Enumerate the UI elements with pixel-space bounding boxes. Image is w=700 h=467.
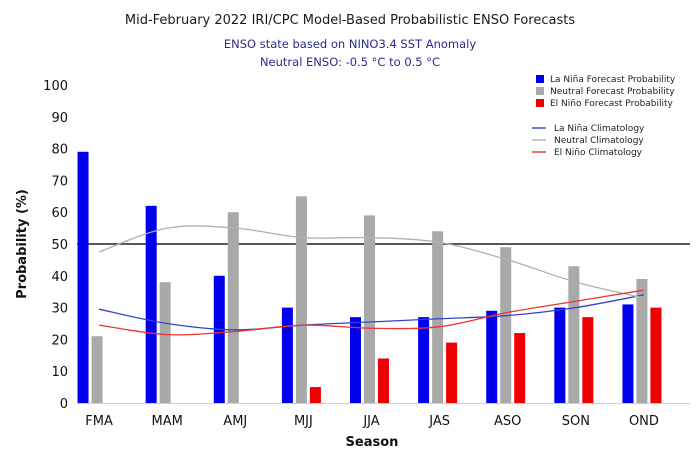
bar-el-nino (650, 307, 662, 403)
x-tick-label: OND (629, 414, 659, 429)
bar-la-nina (486, 310, 498, 403)
x-tick-label: SON (562, 414, 590, 429)
bar-la-nina (77, 151, 89, 403)
x-tick-label: JAS (428, 414, 450, 429)
bar-neutral (295, 196, 307, 403)
bar-la-nina (281, 307, 293, 403)
bar-el-nino (378, 358, 389, 403)
bar-el-nino (582, 317, 594, 403)
y-tick-label: 40 (51, 270, 68, 285)
chart-subtitle-line-2: Neutral ENSO: -0.5 °C to 0.5 °C (260, 55, 440, 69)
y-tick-label: 70 (51, 174, 68, 189)
chart-subtitle-line-1: ENSO state based on NINO3.4 SST Anomaly (224, 37, 477, 51)
bar-la-nina (350, 317, 361, 403)
bar-la-nina (213, 275, 225, 403)
y-tick-label: 100 (43, 79, 68, 94)
x-tick-label: MJJ (294, 414, 313, 429)
climatology-line-el-nino (98, 289, 645, 336)
plot-area: 0 10 20 30 40 50 60 70 80 90 100 FMA MAM AMJ MJJ JJA JAS… (43, 79, 690, 429)
chart-title: Mid-February 2022 IRI/CPC Model-Based Pr… (125, 13, 575, 28)
legend-label: El Niño Climatology (554, 148, 643, 158)
y-tick-label: 0 (60, 397, 68, 412)
bar-la-nina (622, 304, 634, 403)
bar-neutral (227, 212, 239, 403)
bar-neutral (364, 215, 375, 403)
bar-neutral (159, 282, 171, 403)
y-tick-label: 60 (51, 206, 68, 221)
bar-neutral (432, 231, 444, 403)
legend-label: Neutral Forecast Probability (550, 87, 675, 97)
bar-neutral (636, 278, 648, 403)
legend-label: Neutral Climatology (554, 136, 644, 146)
y-tick-label: 10 (51, 365, 68, 380)
bar-neutral (568, 266, 580, 403)
bar-el-nino (446, 342, 458, 403)
legend-label: El Niño Forecast Probability (550, 99, 674, 109)
bar-la-nina (145, 205, 157, 403)
bar-neutral (91, 336, 103, 403)
y-axis-title: Probability (%) (15, 189, 30, 299)
y-tick-label: 20 (51, 333, 68, 348)
y-tick-label: 90 (51, 111, 68, 126)
x-tick-label: ASO (494, 414, 521, 429)
x-tick-label: FMA (85, 414, 113, 429)
x-tick-label: JJA (362, 414, 379, 429)
x-tick-label: MAM (152, 414, 183, 429)
bar-la-nina (554, 307, 566, 403)
legend-label: La Niña Climatology (554, 124, 645, 134)
legend: La Niña Forecast Probability Neutral Fore… (532, 75, 676, 158)
bar-la-nina (418, 317, 430, 403)
climatology-line-la-nina (98, 294, 645, 331)
legend-swatch (536, 75, 544, 83)
y-tick-label: 80 (51, 143, 68, 158)
y-tick-label: 50 (51, 238, 68, 253)
climatology-line-neutral (98, 225, 645, 299)
y-tick-label: 30 (51, 302, 68, 317)
bar-neutral (500, 247, 512, 403)
x-tick-label: AMJ (223, 414, 247, 429)
legend-label: La Niña Forecast Probability (550, 75, 676, 85)
bar-el-nino (514, 333, 526, 403)
legend-swatch (536, 99, 544, 107)
legend-swatch (536, 87, 544, 95)
x-axis-title: Season (346, 435, 399, 450)
bar-el-nino (309, 387, 321, 403)
